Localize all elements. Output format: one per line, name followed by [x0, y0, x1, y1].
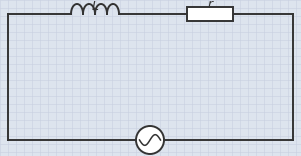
- Bar: [187, 7, 233, 21]
- Text: L: L: [92, 0, 98, 12]
- Text: r: r: [207, 0, 213, 12]
- Circle shape: [136, 126, 164, 154]
